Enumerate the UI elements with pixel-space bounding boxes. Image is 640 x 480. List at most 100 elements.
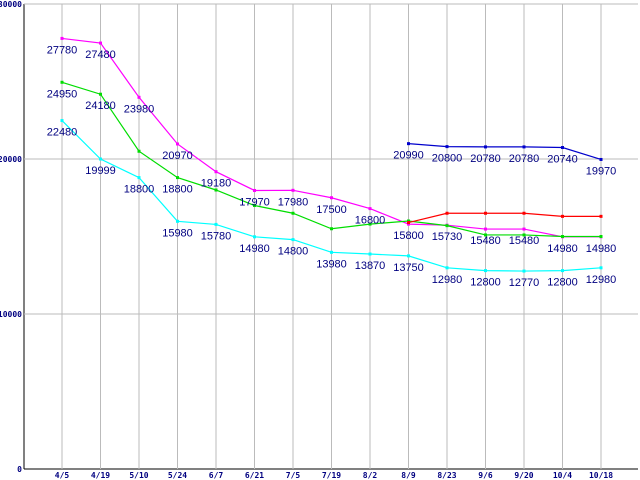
x-tick-label: 4/5	[55, 471, 70, 480]
data-point	[214, 188, 218, 192]
data-label: 24180	[85, 100, 116, 112]
series-2	[60, 119, 603, 273]
x-tick-label: 9/20	[514, 471, 533, 480]
data-point	[484, 227, 487, 231]
data-label: 23980	[124, 103, 155, 115]
data-point	[599, 214, 603, 218]
data-point	[522, 145, 526, 149]
data-label: 15480	[470, 235, 501, 247]
data-point	[137, 95, 141, 99]
series-4	[407, 142, 603, 161]
x-tick-label: 8/2	[363, 471, 378, 480]
series-3	[407, 211, 603, 225]
data-label: 17980	[278, 196, 309, 208]
series-layer	[60, 36, 603, 273]
data-point	[99, 92, 102, 96]
data-point	[60, 36, 64, 40]
data-point	[137, 176, 141, 180]
data-point	[253, 204, 256, 207]
data-point	[484, 211, 487, 215]
data-label: 12800	[470, 277, 501, 289]
data-point	[445, 266, 449, 270]
data-label: 22480	[47, 127, 78, 139]
data-label: 15730	[432, 231, 463, 243]
data-label: 12980	[432, 274, 463, 286]
x-tick-label: 5/24	[168, 471, 187, 480]
data-point	[176, 219, 179, 223]
series-line	[408, 212, 601, 224]
y-tick-label: 20000	[0, 155, 22, 164]
x-tick-label: 6/21	[245, 471, 264, 480]
data-point	[599, 157, 603, 161]
x-tick-label: 7/19	[322, 471, 341, 480]
series-1	[60, 80, 603, 238]
data-point	[368, 222, 372, 226]
data-point	[137, 149, 141, 153]
data-point	[561, 235, 564, 238]
data-point	[522, 211, 526, 215]
data-point	[407, 219, 410, 223]
data-label: 14800	[278, 246, 309, 258]
x-tick-label: 4/19	[91, 471, 110, 480]
data-point	[522, 233, 526, 237]
data-point	[176, 142, 179, 146]
data-point	[445, 145, 449, 149]
data-label: 20740	[547, 154, 578, 166]
data-point	[522, 227, 526, 231]
data-point	[522, 269, 526, 273]
data-point	[330, 196, 333, 200]
x-tick-label: 7/5	[286, 471, 301, 480]
data-point	[253, 235, 256, 239]
data-label-layer: 27780 27480 23980 20970 19180 17970 17980 17500…	[47, 44, 617, 289]
data-point	[561, 146, 564, 150]
data-point	[214, 222, 218, 226]
data-point	[99, 41, 102, 45]
data-label: 19970	[586, 165, 617, 177]
data-label: 13750	[393, 262, 424, 274]
data-point	[291, 238, 295, 242]
data-point	[99, 157, 102, 161]
data-label: 13980	[316, 258, 347, 270]
data-point	[599, 266, 603, 270]
data-point	[60, 119, 64, 123]
data-label: 15480	[509, 235, 540, 247]
data-label: 17500	[316, 204, 347, 216]
data-point	[445, 211, 449, 215]
data-point	[330, 227, 333, 231]
data-label: 24950	[47, 88, 78, 100]
x-tick-label: 8/9	[401, 471, 416, 480]
data-label: 17970	[239, 196, 270, 208]
data-point	[176, 176, 179, 180]
data-label: 15980	[162, 227, 193, 239]
data-label: 12980	[586, 274, 617, 286]
data-point	[368, 252, 372, 256]
data-label: 20970	[162, 150, 193, 162]
data-label: 12800	[547, 277, 578, 289]
data-label: 14980	[239, 243, 270, 255]
x-tick-label: 10/18	[589, 471, 613, 480]
data-label: 12770	[509, 277, 540, 289]
x-tick-label: 5/10	[129, 471, 148, 480]
data-point	[407, 254, 410, 258]
data-point	[561, 214, 564, 218]
data-label: 20780	[509, 153, 540, 165]
series-line	[408, 143, 602, 161]
data-point	[407, 222, 410, 226]
data-label: 27780	[47, 44, 78, 56]
data-point	[60, 80, 64, 84]
data-point	[599, 235, 603, 238]
data-point	[561, 269, 564, 273]
data-point	[291, 188, 295, 192]
data-point	[368, 207, 372, 211]
data-label: 15800	[393, 230, 424, 242]
data-point	[407, 221, 410, 225]
x-tick-label: 10/4	[553, 471, 572, 480]
y-tick-label: 10000	[0, 310, 22, 319]
data-point	[407, 142, 410, 146]
data-point	[484, 233, 487, 237]
data-label: 14980	[586, 243, 617, 255]
data-label: 18800	[124, 184, 155, 196]
x-tick-label: 9/6	[478, 471, 493, 480]
